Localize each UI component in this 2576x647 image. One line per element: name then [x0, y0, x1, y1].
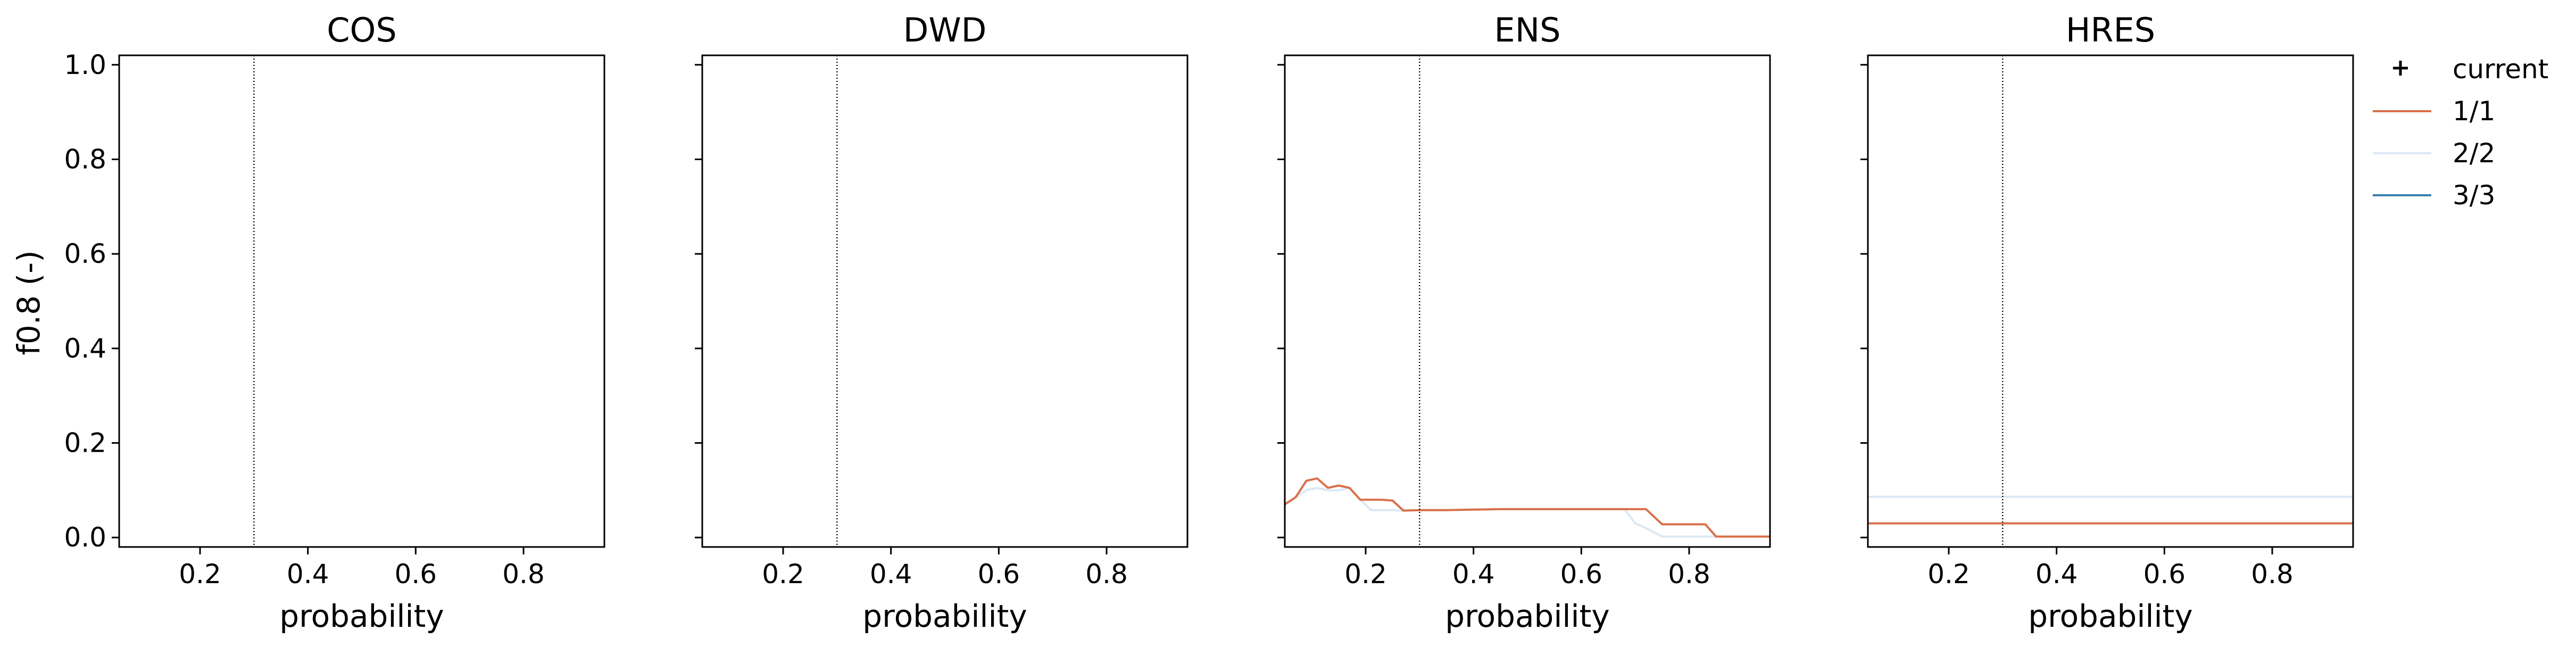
y-tick-label: 0.6 — [64, 238, 106, 269]
y-axis-label: f0.8 (-) — [11, 250, 47, 355]
y-tick-label: 0.4 — [64, 333, 106, 364]
axes-frame — [1284, 54, 1771, 548]
legend-label: 2/2 — [2453, 138, 2495, 169]
legend-entry-1-1: 1/1 — [2373, 96, 2495, 127]
x-tick-label: 0.8 — [502, 559, 545, 590]
subplot-title: HRES — [2066, 11, 2155, 49]
x-tick-label: 0.2 — [1927, 559, 1970, 590]
x-tick-label: 0.8 — [2251, 559, 2294, 590]
legend-label: 3/3 — [2453, 180, 2495, 211]
subplot-ens: ENS 0.2 0.4 0.6 0.8 probability — [1277, 11, 1771, 634]
x-tick-label: 0.6 — [395, 559, 437, 590]
legend-entry-current: current — [2393, 54, 2548, 85]
x-tick-label: 0.4 — [1452, 559, 1495, 590]
subplot-cos: COS 0.2 0.4 0.6 0.8 0.0 0.2 0.4 0.6 0.8 1.0 probabi… — [64, 11, 605, 634]
x-tick-label: 0.6 — [2143, 559, 2186, 590]
y-tick-label: 1.0 — [64, 49, 106, 80]
legend: current 1/1 2/2 3/3 — [2373, 54, 2548, 211]
y-tick-label: 0.2 — [64, 428, 106, 459]
x-tick-label: 0.6 — [978, 559, 1020, 590]
x-tick-label: 0.4 — [870, 559, 912, 590]
x-tick-label: 0.2 — [179, 559, 221, 590]
x-tick-label: 0.2 — [762, 559, 804, 590]
x-tick-label: 0.6 — [1560, 559, 1603, 590]
x-tick-label: 0.2 — [1344, 559, 1387, 590]
subplots: COS 0.2 0.4 0.6 0.8 0.0 0.2 0.4 0.6 0.8 1.0 probabi… — [64, 11, 2354, 634]
axes-frame — [701, 54, 1189, 548]
x-axis-label: probability — [2028, 598, 2192, 634]
subplot-dwd: DWD 0.2 0.4 0.6 0.8 probability — [695, 11, 1189, 634]
legend-entry-2-2: 2/2 — [2373, 138, 2495, 169]
subplot-hres: HRES 0.2 0.4 0.6 0.8 probability — [1860, 11, 2354, 634]
legend-entry-3-3: 3/3 — [2373, 180, 2495, 211]
y-tick-label: 0.0 — [64, 522, 106, 553]
subplot-title: COS — [327, 11, 396, 49]
subplot-title: DWD — [903, 11, 987, 49]
subplot-title: ENS — [1494, 11, 1561, 49]
series-line-1-1 — [1284, 477, 1770, 538]
x-tick-label: 0.4 — [287, 559, 329, 590]
x-tick-label: 0.8 — [1085, 559, 1128, 590]
x-tick-label: 0.8 — [1668, 559, 1710, 590]
x-axis-label: probability — [279, 598, 444, 634]
x-axis-label: probability — [862, 598, 1027, 634]
x-axis-label: probability — [1445, 598, 1609, 634]
y-tick-label: 0.8 — [64, 144, 106, 175]
axes-frame — [1867, 54, 2354, 548]
legend-label: 1/1 — [2453, 96, 2495, 127]
legend-label: current — [2453, 54, 2548, 85]
axes-frame — [118, 54, 605, 548]
x-tick-label: 0.4 — [2035, 559, 2078, 590]
